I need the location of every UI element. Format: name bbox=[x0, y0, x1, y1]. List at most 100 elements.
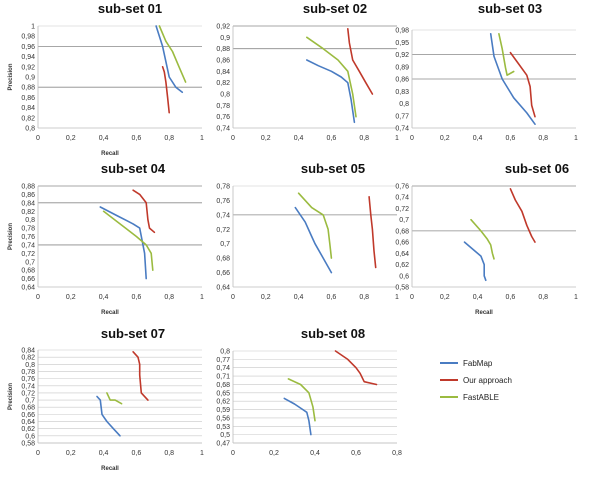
x-tick-label: 0,6 bbox=[132, 450, 142, 457]
chart-panel-2: 0,74 0,76 0,78 0,8 0,82 0,84 0,86 0,88 0,9 0,92 0 0… bbox=[216, 1, 399, 142]
x-tick-label: 0,4 bbox=[294, 294, 304, 301]
chart-title: sub-set 07 bbox=[101, 326, 165, 341]
chart-panel-1: 0,8 0,82 0,84 0,86 0,88 0,9 0,92 0,94 0,96 0,98 1 0… bbox=[8, 1, 204, 157]
y-tick-label: 0,74 bbox=[216, 126, 230, 133]
chart-title: sub-set 01 bbox=[98, 1, 162, 16]
x-tick-label: 1 bbox=[574, 135, 578, 142]
x-tick-label: 0,6 bbox=[506, 135, 516, 142]
y-tick-label: 0,71 bbox=[216, 374, 230, 381]
y-tick-label: 0,89 bbox=[395, 64, 409, 71]
y-tick-label: 0,9 bbox=[25, 75, 35, 82]
x-tick-label: 0,8 bbox=[359, 135, 369, 142]
y-tick-label: 1 bbox=[31, 24, 35, 31]
x-tick-label: 0,6 bbox=[506, 294, 516, 301]
y-tick-label: 0,72 bbox=[21, 390, 35, 397]
y-axis-label: Precision bbox=[8, 63, 14, 90]
x-tick-label: 1 bbox=[200, 294, 204, 301]
y-tick-label: 0,86 bbox=[21, 192, 35, 199]
y-tick-label: 0,64 bbox=[21, 419, 35, 426]
x-tick-label: 0 bbox=[410, 294, 414, 301]
y-tick-label: 0,98 bbox=[21, 34, 35, 41]
y-tick-label: 0,62 bbox=[216, 399, 230, 406]
y-tick-label: 0,78 bbox=[216, 103, 230, 110]
legend-label: FastABLE bbox=[463, 393, 499, 402]
series-line-fastable bbox=[102, 210, 154, 272]
x-tick-label: 0 bbox=[36, 135, 40, 142]
series-line-our-approach bbox=[368, 196, 377, 269]
series-line-fabmap bbox=[489, 32, 536, 125]
y-tick-label: 0,84 bbox=[21, 105, 35, 112]
y-tick-label: 0,77 bbox=[395, 113, 409, 120]
y-tick-label: 0,86 bbox=[21, 95, 35, 102]
y-tick-label: 0,76 bbox=[216, 114, 230, 121]
y-tick-label: 0,88 bbox=[21, 85, 35, 92]
y-tick-label: 0,86 bbox=[216, 58, 230, 65]
y-tick-label: 0,82 bbox=[216, 80, 230, 87]
y-tick-label: 0,76 bbox=[395, 184, 409, 191]
y-tick-label: 0,62 bbox=[21, 426, 35, 433]
x-tick-label: 0,4 bbox=[473, 135, 483, 142]
y-tick-label: 0,82 bbox=[21, 355, 35, 362]
legend-label: FabMap bbox=[463, 359, 493, 368]
y-tick-label: 0,96 bbox=[21, 44, 35, 51]
chart-title: sub-set 02 bbox=[303, 1, 367, 16]
y-tick-label: 0,7 bbox=[220, 241, 230, 248]
chart-panel-7: 0,580,60,620,640,660,680,70,720,740,760,… bbox=[8, 326, 204, 472]
chart-panel-3: 0,74 0,77 0,8 0,83 0,86 0,89 0,92 0,95 0,98 0 0,2 0… bbox=[395, 1, 578, 142]
x-axis-label: Recall bbox=[101, 310, 119, 316]
y-tick-label: 0,47 bbox=[216, 441, 230, 448]
chart-title: sub-set 05 bbox=[301, 161, 365, 176]
series-line-our-approach bbox=[334, 350, 378, 386]
y-tick-label: 0,82 bbox=[21, 209, 35, 216]
series-line-fabmap bbox=[463, 241, 487, 282]
x-tick-label: 0,8 bbox=[538, 135, 548, 142]
x-tick-label: 0,8 bbox=[164, 450, 174, 457]
y-tick-label: 0,62 bbox=[395, 262, 409, 269]
y-tick-label: 0,8 bbox=[25, 362, 35, 369]
y-tick-label: 0,82 bbox=[21, 115, 35, 122]
chart-panel-5: 0,64 0,66 0,68 0,7 0,72 0,74 0,76 0,78 0 0,2 0,4 0,… bbox=[216, 161, 399, 301]
y-tick-label: 0,64 bbox=[216, 285, 230, 292]
series-line-our-approach bbox=[509, 188, 536, 243]
y-tick-label: 0,8 bbox=[399, 101, 409, 108]
y-tick-label: 0,92 bbox=[21, 64, 35, 71]
y-tick-label: 0,58 bbox=[395, 285, 409, 292]
x-tick-label: 0,4 bbox=[310, 450, 320, 457]
y-tick-label: 0,94 bbox=[21, 54, 35, 61]
y-tick-label: 0,53 bbox=[216, 424, 230, 431]
x-tick-label: 0,8 bbox=[164, 135, 174, 142]
y-tick-label: 0,78 bbox=[21, 369, 35, 376]
y-tick-label: 0,68 bbox=[216, 256, 230, 263]
x-tick-label: 0,4 bbox=[99, 294, 109, 301]
x-tick-label: 0 bbox=[231, 450, 235, 457]
chart-title: sub-set 08 bbox=[301, 326, 365, 341]
y-tick-label: 0,7 bbox=[399, 217, 409, 224]
series-line-fastable bbox=[498, 32, 515, 76]
series-line-fabmap bbox=[155, 25, 184, 94]
y-tick-label: 0,68 bbox=[216, 382, 230, 389]
x-tick-label: 0,2 bbox=[66, 135, 76, 142]
y-tick-label: 0,66 bbox=[21, 276, 35, 283]
chart-panel-8: 0,470,50,530,560,590,620,650,680,710,740… bbox=[216, 326, 402, 457]
y-tick-label: 0,72 bbox=[216, 227, 230, 234]
y-tick-label: 0,76 bbox=[21, 234, 35, 241]
series-line-fastable bbox=[297, 192, 333, 259]
x-tick-label: 0,2 bbox=[440, 294, 450, 301]
x-tick-label: 0,6 bbox=[327, 135, 337, 142]
x-tick-label: 0,2 bbox=[440, 135, 450, 142]
x-tick-label: 0,8 bbox=[359, 294, 369, 301]
y-tick-label: 0,65 bbox=[216, 390, 230, 397]
y-tick-label: 0,68 bbox=[21, 405, 35, 412]
y-tick-label: 0,7 bbox=[25, 259, 35, 266]
y-tick-label: 0,74 bbox=[216, 212, 230, 219]
series-line-fabmap bbox=[305, 59, 356, 124]
x-tick-label: 0 bbox=[36, 294, 40, 301]
y-tick-label: 0,8 bbox=[25, 126, 35, 133]
y-tick-label: 0,8 bbox=[25, 217, 35, 224]
chart-panel-4: 0,640,660,680,70,720,740,760,780,80,820,… bbox=[8, 161, 204, 316]
y-tick-label: 0,84 bbox=[21, 200, 35, 207]
series-line-our-approach bbox=[132, 189, 156, 234]
y-tick-label: 0,68 bbox=[21, 268, 35, 275]
chart-title: sub-set 06 bbox=[505, 161, 569, 176]
